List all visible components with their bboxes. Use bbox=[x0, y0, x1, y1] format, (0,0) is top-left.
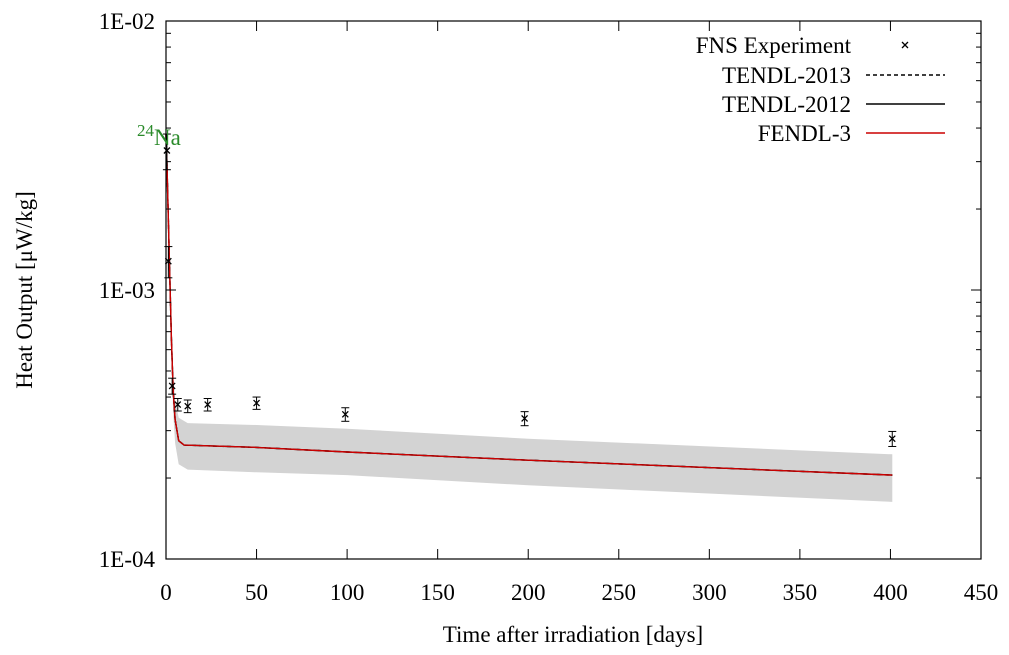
x-tick-label: 450 bbox=[964, 580, 999, 605]
x-tick-label: 50 bbox=[245, 580, 268, 605]
y-tick-label: 1E-03 bbox=[99, 278, 155, 303]
legend-marker bbox=[901, 41, 909, 49]
series-layer bbox=[165, 133, 893, 476]
experiment-point bbox=[168, 377, 177, 395]
x-tick-label: 300 bbox=[692, 580, 727, 605]
point-marker bbox=[341, 410, 349, 418]
experiment-point bbox=[203, 398, 212, 412]
series-line-tendl-2012 bbox=[165, 133, 893, 476]
tick-layer: 0 50 100 150 200 250 300 350 400 450 1E-02 1E-03 1E-… bbox=[99, 9, 998, 605]
point-marker bbox=[521, 415, 529, 422]
experiment-point bbox=[162, 133, 171, 171]
experiment-point bbox=[183, 399, 192, 414]
uncertainty-band bbox=[166, 119, 893, 502]
x-tick-label: 100 bbox=[330, 580, 365, 605]
y-tick-label: 1E-04 bbox=[99, 547, 156, 572]
experiment-point bbox=[520, 411, 529, 427]
legend-label-tendl-2013: TENDL-2013 bbox=[722, 63, 851, 88]
experiment-point bbox=[341, 407, 350, 422]
uncertainty-band-layer bbox=[166, 119, 893, 502]
x-tick-label: 150 bbox=[420, 580, 455, 605]
series-line-fendl-3 bbox=[165, 133, 893, 476]
point-marker bbox=[174, 401, 182, 409]
na24-label: Na bbox=[154, 125, 181, 150]
legend: FNS Experiment TENDL-2013 TENDL-2012 FENDL-… bbox=[696, 33, 945, 146]
experiment-point bbox=[252, 396, 261, 410]
x-tick-label: 350 bbox=[783, 580, 818, 605]
point-marker bbox=[184, 402, 192, 410]
annotation-layer: 24Na bbox=[137, 121, 181, 150]
x-tick-label: 400 bbox=[873, 580, 908, 605]
na24-annotation: 24Na bbox=[137, 121, 181, 150]
y-tick-label: 1E-02 bbox=[99, 9, 155, 34]
x-axis-title: Time after irradiation [days] bbox=[443, 622, 703, 647]
experiment-point bbox=[888, 430, 897, 447]
experiment-point bbox=[173, 398, 182, 412]
legend-label-fns-experiment: FNS Experiment bbox=[696, 33, 852, 58]
x-tick-label: 200 bbox=[511, 580, 546, 605]
na24-superscript: 24 bbox=[137, 121, 155, 140]
point-marker bbox=[168, 382, 176, 390]
x-tick-label: 250 bbox=[602, 580, 637, 605]
point-marker bbox=[253, 399, 261, 407]
point-marker bbox=[163, 147, 171, 154]
series-line-tendl-2013 bbox=[165, 133, 893, 476]
legend-label-fendl-3: FENDL-3 bbox=[758, 121, 851, 146]
legend-label-tendl-2012: TENDL-2012 bbox=[722, 92, 851, 117]
experiment-points-layer bbox=[162, 133, 897, 447]
point-marker bbox=[204, 401, 212, 409]
y-axis-title: Heat Output [μW/kg] bbox=[12, 191, 37, 389]
point-marker bbox=[888, 435, 896, 443]
x-tick-label: 0 bbox=[160, 580, 172, 605]
